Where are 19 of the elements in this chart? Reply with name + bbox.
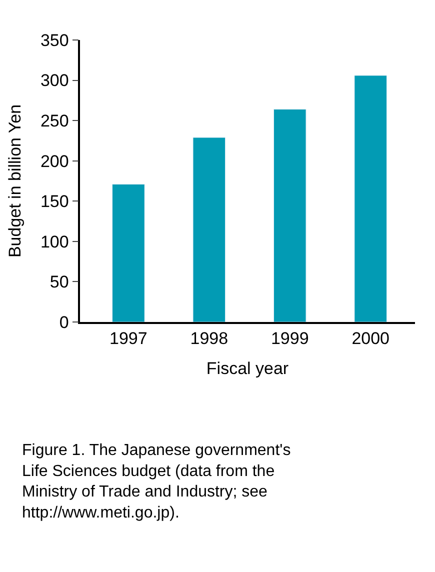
bar (273, 109, 306, 322)
x-tick-label: 1998 (190, 329, 228, 348)
y-tick-label: 200 (40, 152, 69, 171)
bar (192, 137, 226, 322)
y-tick-label: 150 (40, 192, 69, 212)
y-tick-label: 100 (40, 232, 69, 252)
y-tick-label: 350 (40, 30, 69, 50)
y-tick-label: 50 (50, 272, 69, 292)
y-tick-label: 250 (40, 112, 69, 131)
caption: Figure 1. The Japanese government's Life Sciences budget (data from the Ministry of Trade and Industry; see http://www.meti.go.jp). (22, 442, 291, 522)
x-tick-label: 1997 (110, 329, 148, 348)
x-tick-label: 2000 (352, 329, 390, 348)
y-tick-label: 0 (59, 312, 69, 332)
x-tick-label: 1999 (270, 329, 309, 348)
bar (112, 184, 145, 322)
x-axis-title: Fiscal year (206, 359, 289, 378)
y-axis-title: Budget in billion Yen (6, 104, 25, 258)
y-tick-label: 300 (40, 71, 69, 90)
bar (354, 75, 387, 322)
